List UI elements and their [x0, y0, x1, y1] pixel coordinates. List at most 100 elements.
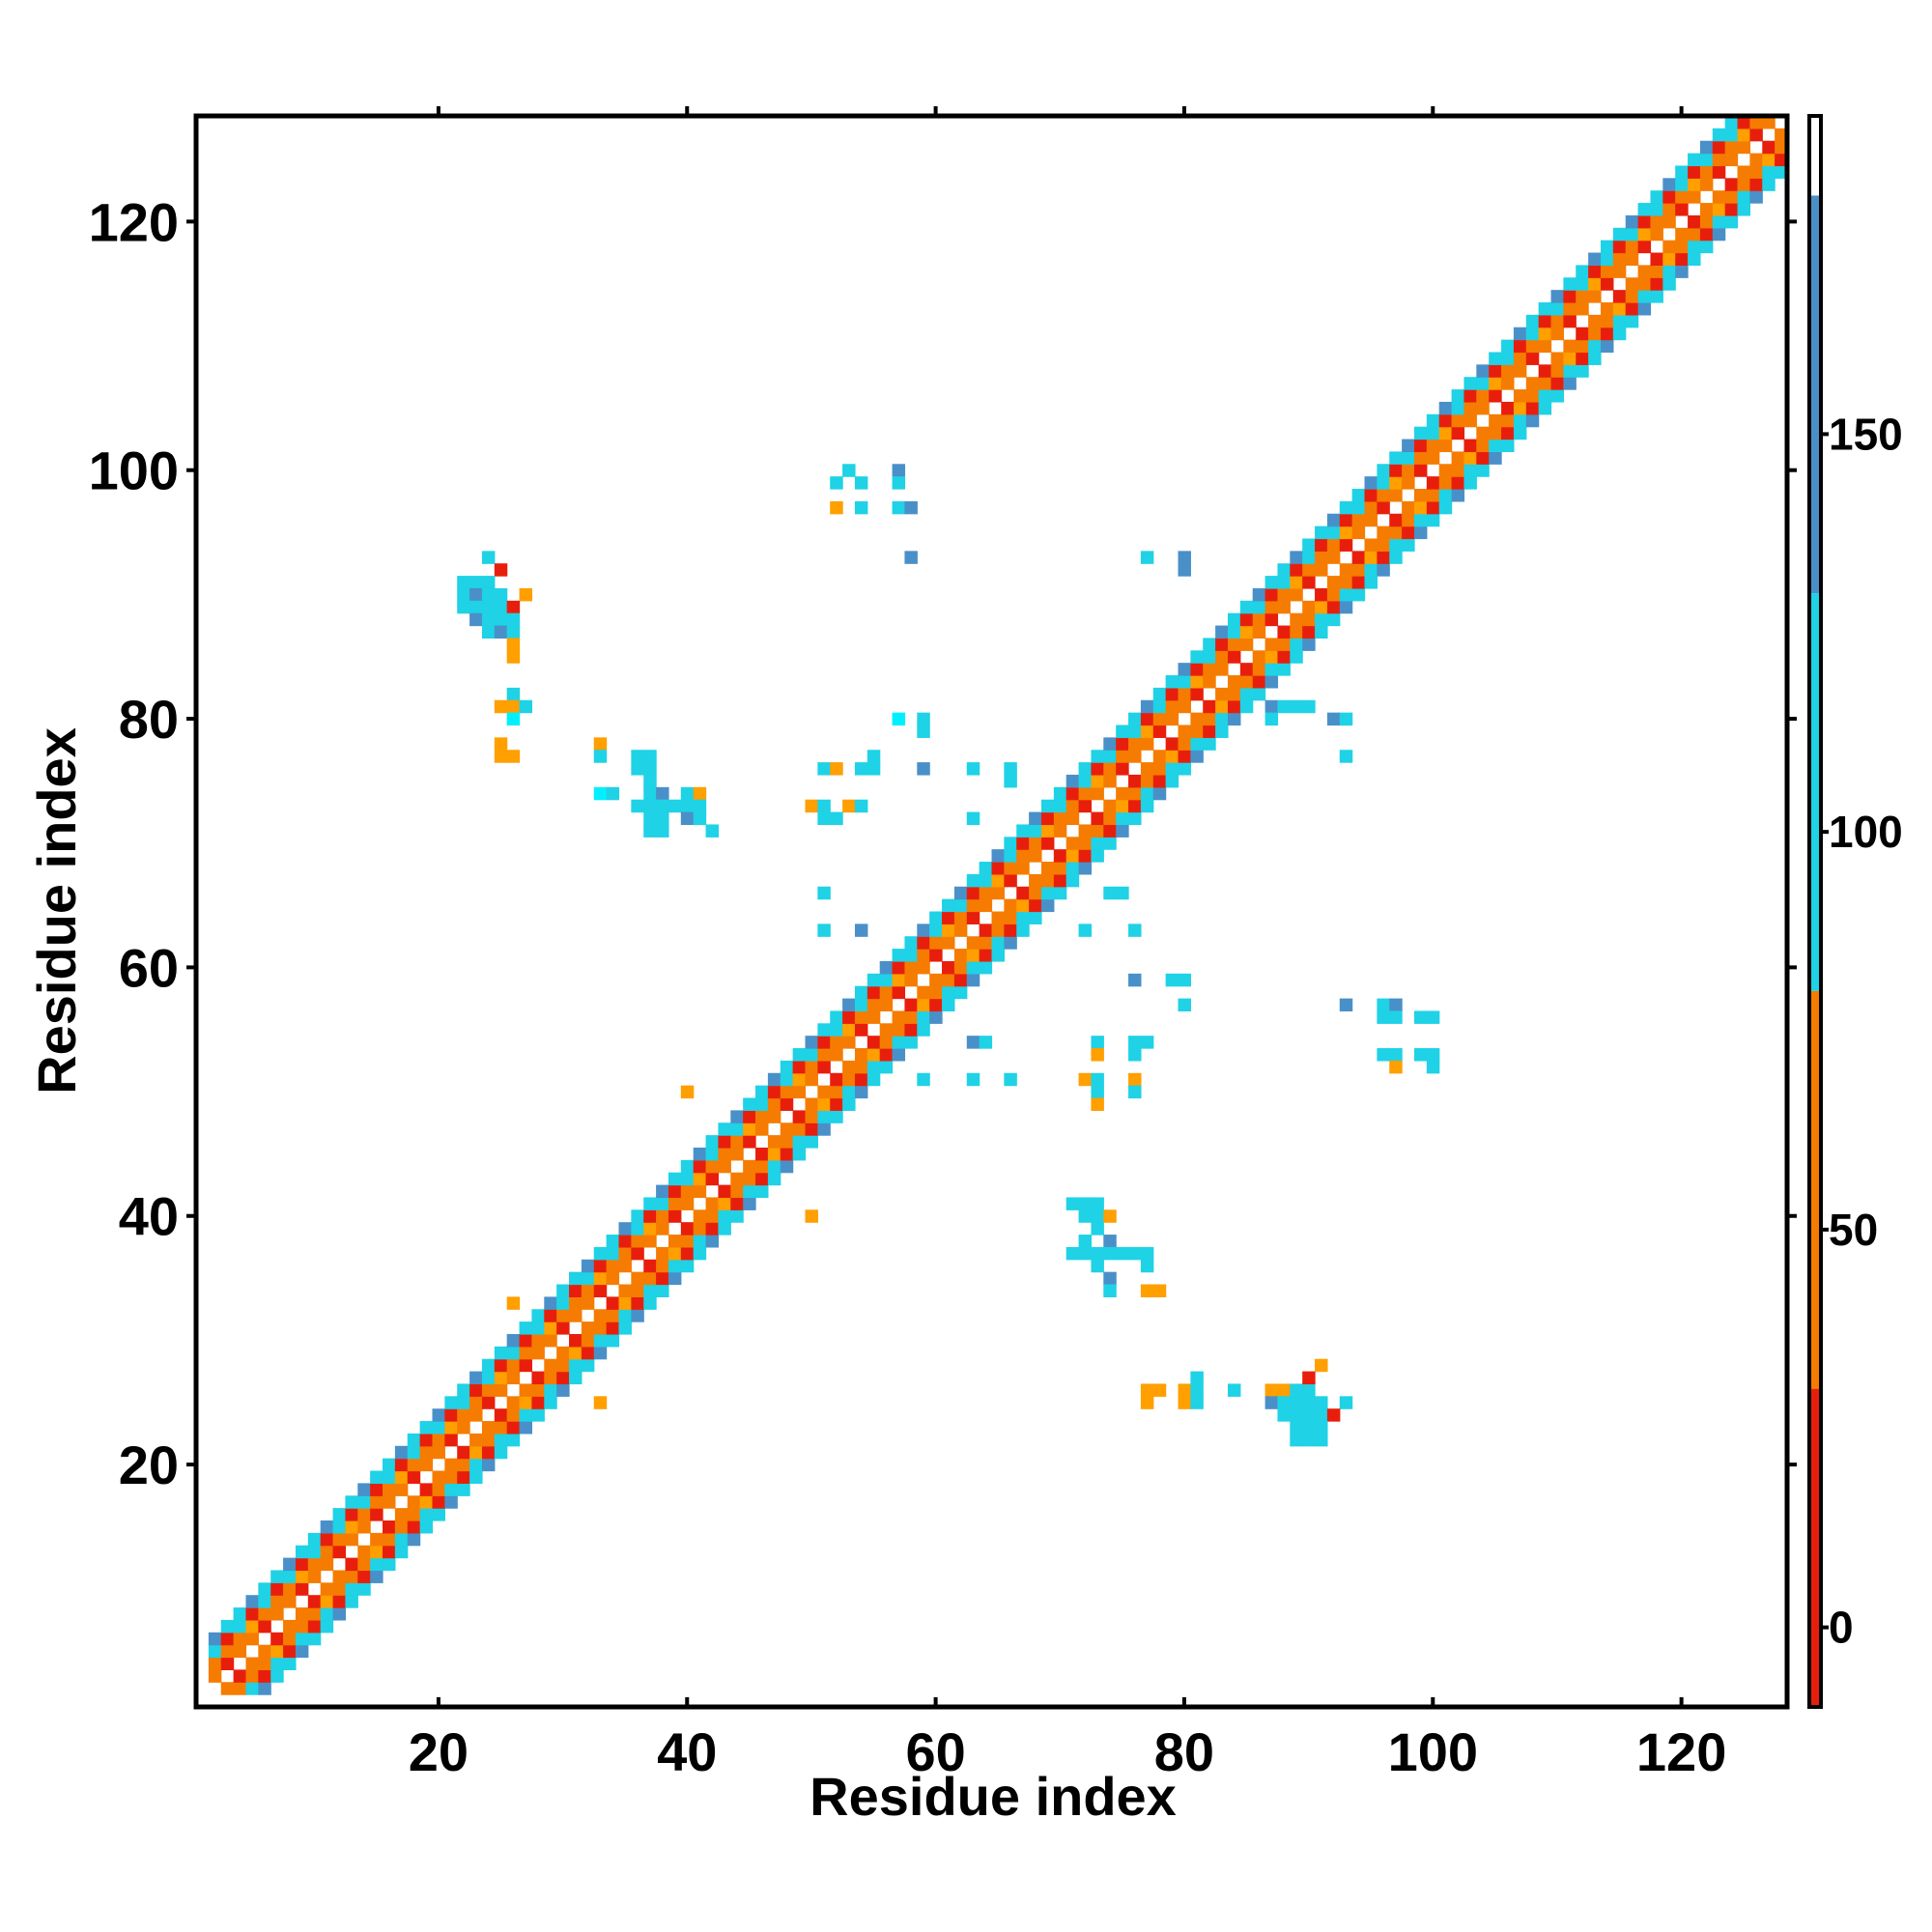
heatmap-cell [680, 1235, 695, 1248]
heatmap-cell [307, 1632, 322, 1646]
heatmap-cell [1016, 886, 1030, 900]
heatmap-cell [258, 1595, 271, 1608]
heatmap-cell [718, 1159, 731, 1174]
heatmap-cell [1339, 576, 1353, 589]
heatmap-cell [469, 1458, 483, 1472]
heatmap-cell [419, 1508, 434, 1521]
y-tick-label: 20 [119, 1435, 179, 1495]
heatmap-cell [1438, 426, 1453, 440]
heatmap-cell [817, 811, 831, 826]
heatmap-cell [1525, 401, 1540, 415]
heatmap-cell [1712, 203, 1726, 216]
heatmap-cell [444, 1458, 458, 1472]
heatmap-cell [1091, 1072, 1104, 1087]
heatmap-cell [1277, 650, 1291, 664]
heatmap-cell [656, 1222, 669, 1236]
heatmap-cell [1277, 1408, 1291, 1422]
heatmap-cell [283, 1570, 297, 1583]
x-tick-label: 80 [1154, 1721, 1214, 1782]
heatmap-cell [1190, 1371, 1204, 1385]
heatmap-cell [1688, 190, 1701, 204]
heatmap-cell [1302, 1383, 1316, 1397]
heatmap-cell [233, 1607, 247, 1621]
heatmap-cell [743, 1135, 756, 1149]
heatmap-cell [680, 786, 695, 801]
heatmap-cell [1339, 600, 1353, 614]
heatmap-cell [1712, 128, 1726, 142]
heatmap-cell [245, 1595, 259, 1608]
heatmap-cell [506, 650, 521, 664]
heatmap-cell [792, 1110, 807, 1123]
heatmap-cell [1513, 401, 1527, 415]
heatmap-cell [656, 811, 669, 826]
heatmap-cell [631, 1296, 644, 1310]
heatmap-cell [854, 923, 868, 937]
heatmap-cell [817, 1060, 831, 1074]
heatmap-cell [1053, 873, 1067, 888]
heatmap-cell [1252, 663, 1266, 676]
heatmap-cell [1040, 886, 1055, 900]
heatmap-cell [1140, 724, 1154, 738]
heatmap-cell [966, 886, 980, 900]
heatmap-cell [469, 1371, 483, 1385]
heatmap-cell [295, 1582, 309, 1596]
heatmap-cell [370, 1557, 384, 1572]
heatmap-cell [817, 799, 831, 813]
heatmap-cell [1140, 799, 1154, 813]
heatmap-cell [680, 1259, 695, 1273]
heatmap-cell [854, 1060, 868, 1074]
heatmap-cell [904, 1036, 918, 1049]
heatmap-cell [966, 973, 980, 987]
heatmap-cell [307, 1532, 322, 1547]
heatmap-cell [593, 1333, 608, 1348]
heatmap-cell [1377, 464, 1390, 477]
heatmap-cell [556, 1371, 570, 1385]
heatmap-cell [966, 873, 980, 888]
heatmap-cell [904, 1023, 918, 1037]
heatmap-cell [1302, 1433, 1316, 1447]
heatmap-cell [1513, 339, 1527, 354]
heatmap-cell [1152, 699, 1167, 714]
colorbar-tick-label: 150 [1829, 409, 1903, 459]
heatmap-cell [1091, 1259, 1104, 1273]
heatmap-cell [1513, 413, 1527, 428]
heatmap-cell [730, 1172, 744, 1186]
heatmap-cell [581, 1346, 595, 1360]
heatmap-cell [867, 762, 881, 776]
heatmap-cell [419, 1483, 434, 1496]
heatmap-cell [1065, 1246, 1080, 1261]
heatmap-cell [394, 1545, 409, 1559]
heatmap-cell [1140, 551, 1154, 564]
heatmap-cell [581, 1333, 595, 1348]
heatmap-cell [680, 1246, 695, 1261]
heatmap-cell [1463, 389, 1477, 403]
heatmap-cell [1550, 352, 1564, 365]
heatmap-cell [1600, 339, 1614, 354]
heatmap-cell [1699, 227, 1714, 242]
heatmap-cell [830, 1036, 843, 1049]
heatmap-cell [1004, 923, 1017, 937]
heatmap-cell [1053, 886, 1067, 900]
heatmap-cell [1302, 538, 1316, 552]
heatmap-cell [1489, 364, 1502, 378]
heatmap-cell [1264, 638, 1279, 651]
heatmap-cell [1364, 513, 1378, 527]
heatmap-cell [295, 1570, 309, 1583]
heatmap-cell [556, 1383, 570, 1397]
heatmap-cell [1016, 849, 1030, 863]
heatmap-cell [854, 500, 868, 515]
heatmap-cell [1190, 712, 1204, 726]
heatmap-cell [929, 998, 943, 1012]
heatmap-cell [1538, 401, 1552, 415]
heatmap-cell [1140, 762, 1154, 776]
heatmap-cell [1290, 1383, 1303, 1397]
heatmap-cell [805, 1048, 818, 1062]
heatmap-cell [1688, 165, 1701, 179]
heatmap-cell [444, 1495, 458, 1509]
heatmap-cell [643, 1222, 657, 1236]
heatmap-cell [1178, 1383, 1191, 1397]
heatmap-cell [469, 600, 483, 614]
heatmap-cell [1302, 1371, 1316, 1385]
heatmap-cell [1775, 128, 1788, 142]
heatmap-cell [643, 799, 657, 813]
